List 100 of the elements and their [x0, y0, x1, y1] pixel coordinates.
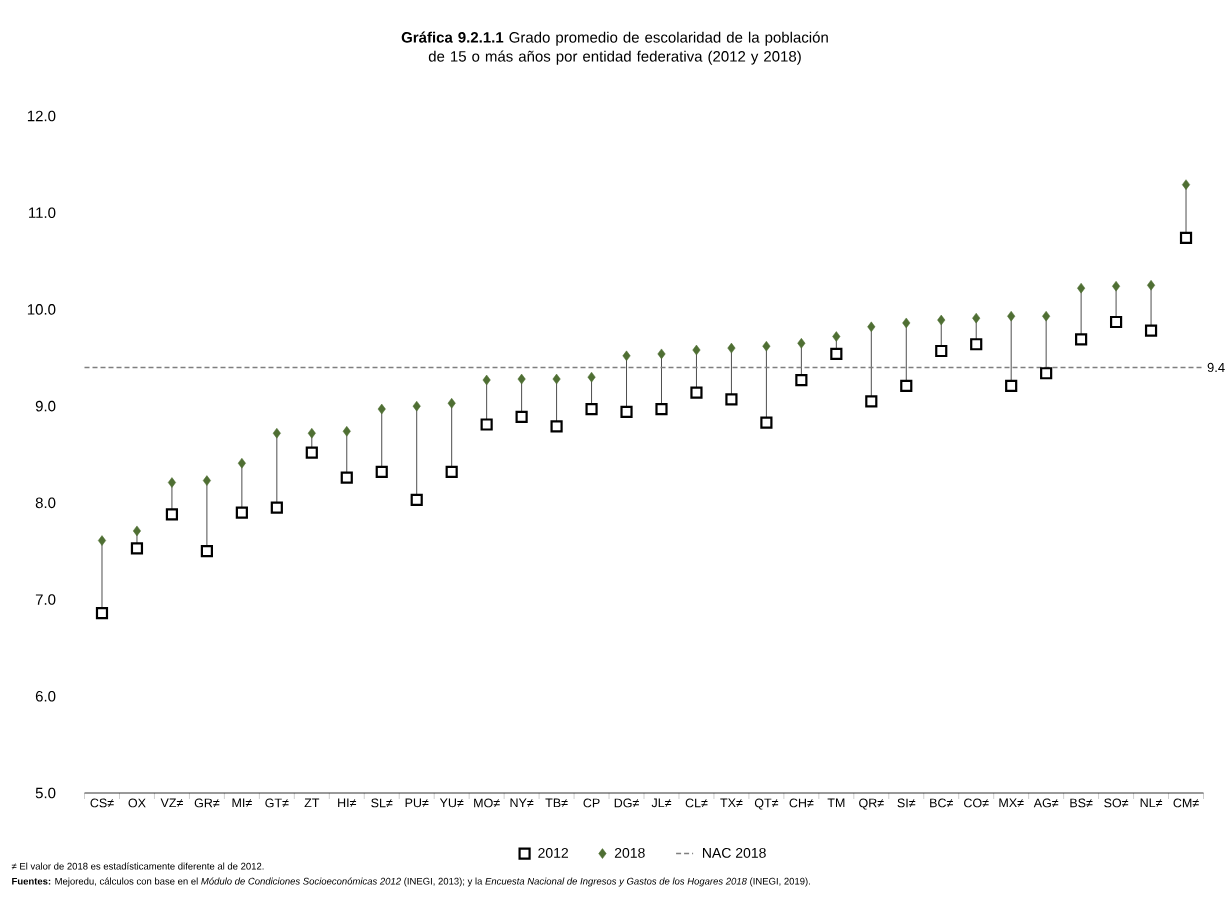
point [1182, 179, 1191, 190]
x-tick-label: TM [827, 798, 845, 808]
x-tick-label: CS≠ [90, 798, 114, 808]
point [480, 418, 493, 431]
point [900, 379, 913, 392]
point [167, 477, 176, 488]
point [970, 338, 983, 351]
x-tick-label: SI≠ [897, 798, 916, 808]
point [132, 525, 141, 537]
point [1007, 310, 1016, 322]
point [762, 340, 771, 352]
x-tick-label: CM≠ [1173, 798, 1199, 808]
point [342, 426, 351, 437]
point [585, 402, 598, 416]
y-tick-label: 9.0 [35, 400, 56, 412]
point [795, 373, 808, 387]
point [830, 347, 843, 361]
text: Fuentes: Mejoredu, cálculos con base en el Módulo de Condiciones Socioeconómicas 2012 (INEGI, 2013); y la Encuesta Nacional de Ingresos y Gastos de los Hogares 2018 (INEGI, 2019). [12, 877, 810, 887]
point [97, 535, 106, 546]
text: ≠ El valor de 2018 es estadísticamente diferente al de 2012. [11, 862, 264, 870]
point [1147, 280, 1156, 291]
chart-title: Gráfica 9.2.1.1 Grado promedio de escolaridad de la población de 15 o más años por entidad federativa (2012 y 2018) [401, 31, 828, 65]
x-tick-label: PU≠ [405, 798, 429, 808]
point [412, 400, 421, 412]
point [340, 471, 353, 484]
y-tick-label: 6.0 [35, 690, 56, 702]
point [1042, 310, 1051, 322]
point [620, 405, 633, 419]
y-tick-label: 8.0 [35, 497, 56, 509]
x-tick-label: GT≠ [265, 798, 289, 808]
y-tick-label: 7.0 [35, 594, 56, 605]
point [410, 493, 423, 507]
point [692, 344, 701, 356]
x-tick-label: CL≠ [685, 798, 708, 808]
point [377, 403, 386, 415]
x-tick-label: AG≠ [1033, 798, 1059, 808]
x-tick-label: DG≠ [614, 798, 639, 808]
x-tick-label: VZ≠ [160, 798, 183, 808]
x-tick-label: QR≠ [859, 798, 884, 810]
x-tick-label: BS≠ [1070, 798, 1093, 808]
x-tick-label: YU≠ [439, 798, 464, 808]
point [517, 373, 526, 385]
point [307, 427, 316, 439]
point [865, 395, 878, 408]
x-tick-label: SO≠ [1104, 798, 1129, 808]
point [272, 427, 281, 439]
point [237, 457, 246, 469]
point [447, 397, 456, 409]
point [1040, 367, 1053, 380]
x-tick-label: NY≠ [510, 798, 534, 808]
point [622, 350, 631, 362]
x-tick-label: CP [583, 798, 600, 808]
point [552, 373, 561, 385]
point [375, 465, 388, 479]
point [1109, 315, 1123, 329]
point [657, 348, 666, 360]
x-tick-label: MX≠ [999, 798, 1024, 808]
point [832, 331, 841, 342]
text: 9.4 [1207, 362, 1225, 373]
point [95, 607, 109, 620]
point [655, 402, 668, 416]
point [235, 506, 248, 519]
x-tick-label: NL≠ [1140, 798, 1163, 808]
point [1005, 379, 1018, 392]
point [690, 386, 703, 399]
point [1179, 231, 1193, 244]
y-tick-label: 10.0 [27, 304, 56, 315]
x-tick-label: CH≠ [789, 798, 814, 808]
y-tick-label: 11.0 [29, 207, 56, 219]
point [165, 508, 179, 521]
point [305, 446, 318, 459]
point [1077, 282, 1086, 294]
point [200, 545, 213, 558]
point [902, 317, 911, 329]
x-tick-label: MI≠ [232, 798, 252, 808]
point [935, 344, 948, 358]
point [482, 374, 491, 386]
point [797, 338, 806, 349]
x-tick-label: HI≠ [338, 798, 357, 808]
x-tick-label: BC≠ [930, 798, 953, 808]
y-tick-label: 5.0 [35, 787, 56, 799]
x-tick-label: OX [128, 798, 146, 808]
x-tick-label: MO≠ [474, 798, 500, 808]
x-tick-label: TB≠ [545, 798, 568, 808]
x-tick-label: SL≠ [371, 798, 393, 808]
legend-label: 2018 [614, 847, 645, 858]
x-tick-label: CO≠ [964, 798, 989, 808]
point [1144, 324, 1158, 337]
point [515, 410, 528, 423]
x-tick-label: TX≠ [720, 798, 743, 808]
point [1075, 333, 1088, 346]
point [202, 475, 211, 486]
point [727, 342, 736, 354]
x-tick-label: JL≠ [651, 798, 672, 808]
point [867, 321, 876, 333]
point [130, 542, 144, 555]
x-tick-label: GR≠ [194, 798, 220, 808]
point [937, 314, 946, 326]
legend-label: NAC 2018 [703, 847, 766, 858]
point [550, 420, 563, 433]
